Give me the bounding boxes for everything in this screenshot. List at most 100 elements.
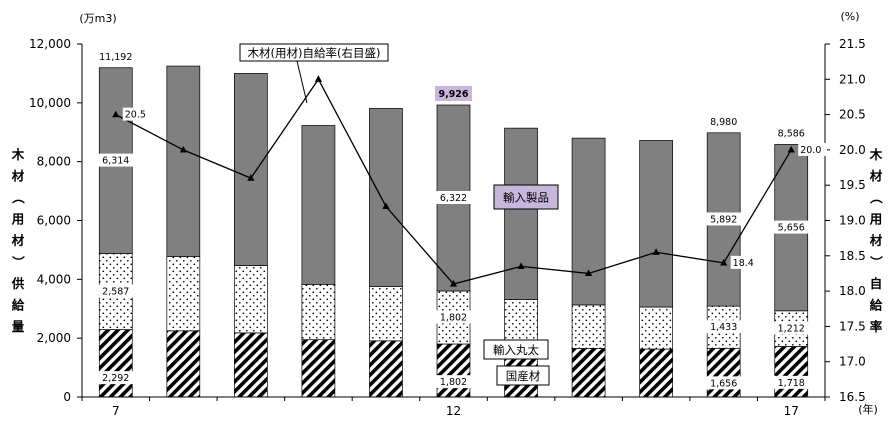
value-label-bg (98, 153, 134, 167)
bar-segment (166, 65, 201, 257)
right-axis-tick-label: 21.5 (839, 37, 866, 51)
legend-label: 国産材 (506, 369, 541, 383)
bar-segment (504, 127, 538, 300)
value-label-bg (98, 371, 134, 385)
value-label: 1,718 (778, 378, 805, 389)
bar-segment (436, 343, 471, 398)
right-axis-tick-label: 20.0 (839, 143, 866, 157)
legend-label: 木材(用材)自給率(右目盛) (248, 46, 381, 60)
bar-segment (639, 348, 673, 398)
bar-segment (301, 125, 336, 285)
bar-segment (166, 330, 201, 398)
ratio-marker (247, 174, 255, 181)
line-label: 20.0 (800, 145, 821, 156)
axis-title-char: 木 (11, 147, 25, 162)
bar-segment (639, 140, 673, 308)
total-label: 11,192 (99, 52, 132, 63)
x-axis-tick-label: 17 (784, 404, 799, 418)
axis-title-char: 給 (12, 298, 25, 313)
x-axis-unit: (年) (858, 402, 878, 416)
ratio-marker (787, 145, 795, 153)
data-labels-layer: 2,292 2,587 6,314 11,192 1,802 1,802 6,322 9,92… (98, 52, 828, 390)
line-label-bg (122, 107, 152, 121)
right-axis-tick-label: 20.5 (839, 108, 866, 122)
right-axis-tick-label: 18.0 (839, 284, 866, 298)
value-label: 5,892 (710, 214, 737, 225)
right-axis-tick-label: 17.5 (839, 319, 866, 333)
legend-pointer (296, 60, 308, 104)
axis-title-char: 材 (11, 233, 25, 248)
bar-segment (369, 340, 403, 398)
total-label-highlight (435, 86, 472, 102)
ratio-marker (179, 145, 187, 153)
legend-box-frame (493, 184, 559, 210)
x-axis-tick-label: 12 (446, 404, 461, 418)
legend-box: 輸入製品 (493, 184, 559, 210)
axis-title-char: 用 (11, 212, 25, 227)
value-label-bg (706, 212, 742, 226)
legend-box-frame (496, 365, 550, 386)
line-label-bg (798, 142, 828, 156)
legend-box: 国産材 (496, 365, 550, 386)
legend-box: 木材(用材)自給率(右目盛) (239, 43, 389, 62)
ratio-marker (112, 110, 120, 118)
value-label-bg (98, 284, 134, 298)
left-axis-tick-label: 0 (63, 390, 71, 404)
ratio-line-layer (112, 75, 795, 287)
value-label: 6,322 (440, 193, 467, 204)
right-axis-tick-label: 18.5 (839, 249, 866, 263)
axis-title-char: 供 (11, 276, 25, 291)
left-axis-tick-label: 12,000 (29, 37, 71, 51)
bar-segment (571, 304, 606, 349)
left-axis-unit: (万m3) (79, 12, 116, 25)
total-label: 8,586 (778, 128, 805, 139)
ratio-marker (652, 248, 660, 255)
bar-segment (369, 108, 403, 287)
bars-layer (98, 65, 809, 398)
axis-title-char: 用 (869, 212, 883, 227)
bar-segment (571, 348, 606, 398)
left-axis-tick-label: 4,000 (37, 272, 71, 286)
right-axis-title: 木材（用材）自給率 (869, 147, 884, 334)
value-label: 1,433 (710, 322, 737, 333)
axis-title-char: 給 (870, 298, 883, 313)
left-axis-tick-label: 10,000 (29, 96, 71, 110)
axis-title-char: ） (869, 256, 884, 269)
left-axis-tick-label: 2,000 (37, 331, 71, 345)
value-label-bg (706, 376, 742, 390)
bar-segment (774, 346, 809, 398)
value-label: 2,292 (102, 373, 129, 384)
right-axis-tick-label: 21.0 (839, 72, 866, 86)
value-label-bg (773, 321, 809, 335)
value-label-bg (773, 220, 809, 234)
right-axis-tick-label: 19.5 (839, 178, 866, 192)
axis-title-char: 材 (869, 233, 883, 248)
value-label-bg (706, 320, 742, 334)
bar-segment (98, 329, 133, 398)
bar-segment (301, 339, 336, 398)
line-label: 18.4 (733, 258, 754, 269)
legend-box-frame (483, 339, 549, 360)
bar-segment (504, 299, 538, 347)
axis-title-char: 材 (11, 169, 25, 184)
line-label-bg (730, 255, 760, 269)
axis-title-char: ） (11, 256, 26, 269)
bar-segment (639, 306, 673, 350)
ratio-marker (314, 75, 323, 82)
ratio-marker (517, 262, 525, 269)
value-label: 2,587 (102, 287, 129, 298)
x-axis-tick-label: 7 (112, 404, 120, 418)
axis-title-char: 自 (870, 276, 883, 291)
axis-title-char: 量 (12, 319, 25, 334)
total-label: 9,926 (438, 89, 468, 100)
ratio-marker (720, 258, 728, 266)
bar-segment (234, 73, 268, 266)
ratio-marker (584, 269, 593, 277)
value-label: 1,656 (710, 378, 737, 389)
legend-box-frame (239, 43, 389, 62)
left-axis-title: 木材（用材）供給量 (11, 147, 26, 334)
right-axis-tick-label: 16.5 (839, 390, 866, 404)
axis-title-char: （ (869, 191, 884, 204)
value-label: 1,802 (440, 377, 467, 388)
right-axis-unit: (%) (840, 10, 859, 23)
